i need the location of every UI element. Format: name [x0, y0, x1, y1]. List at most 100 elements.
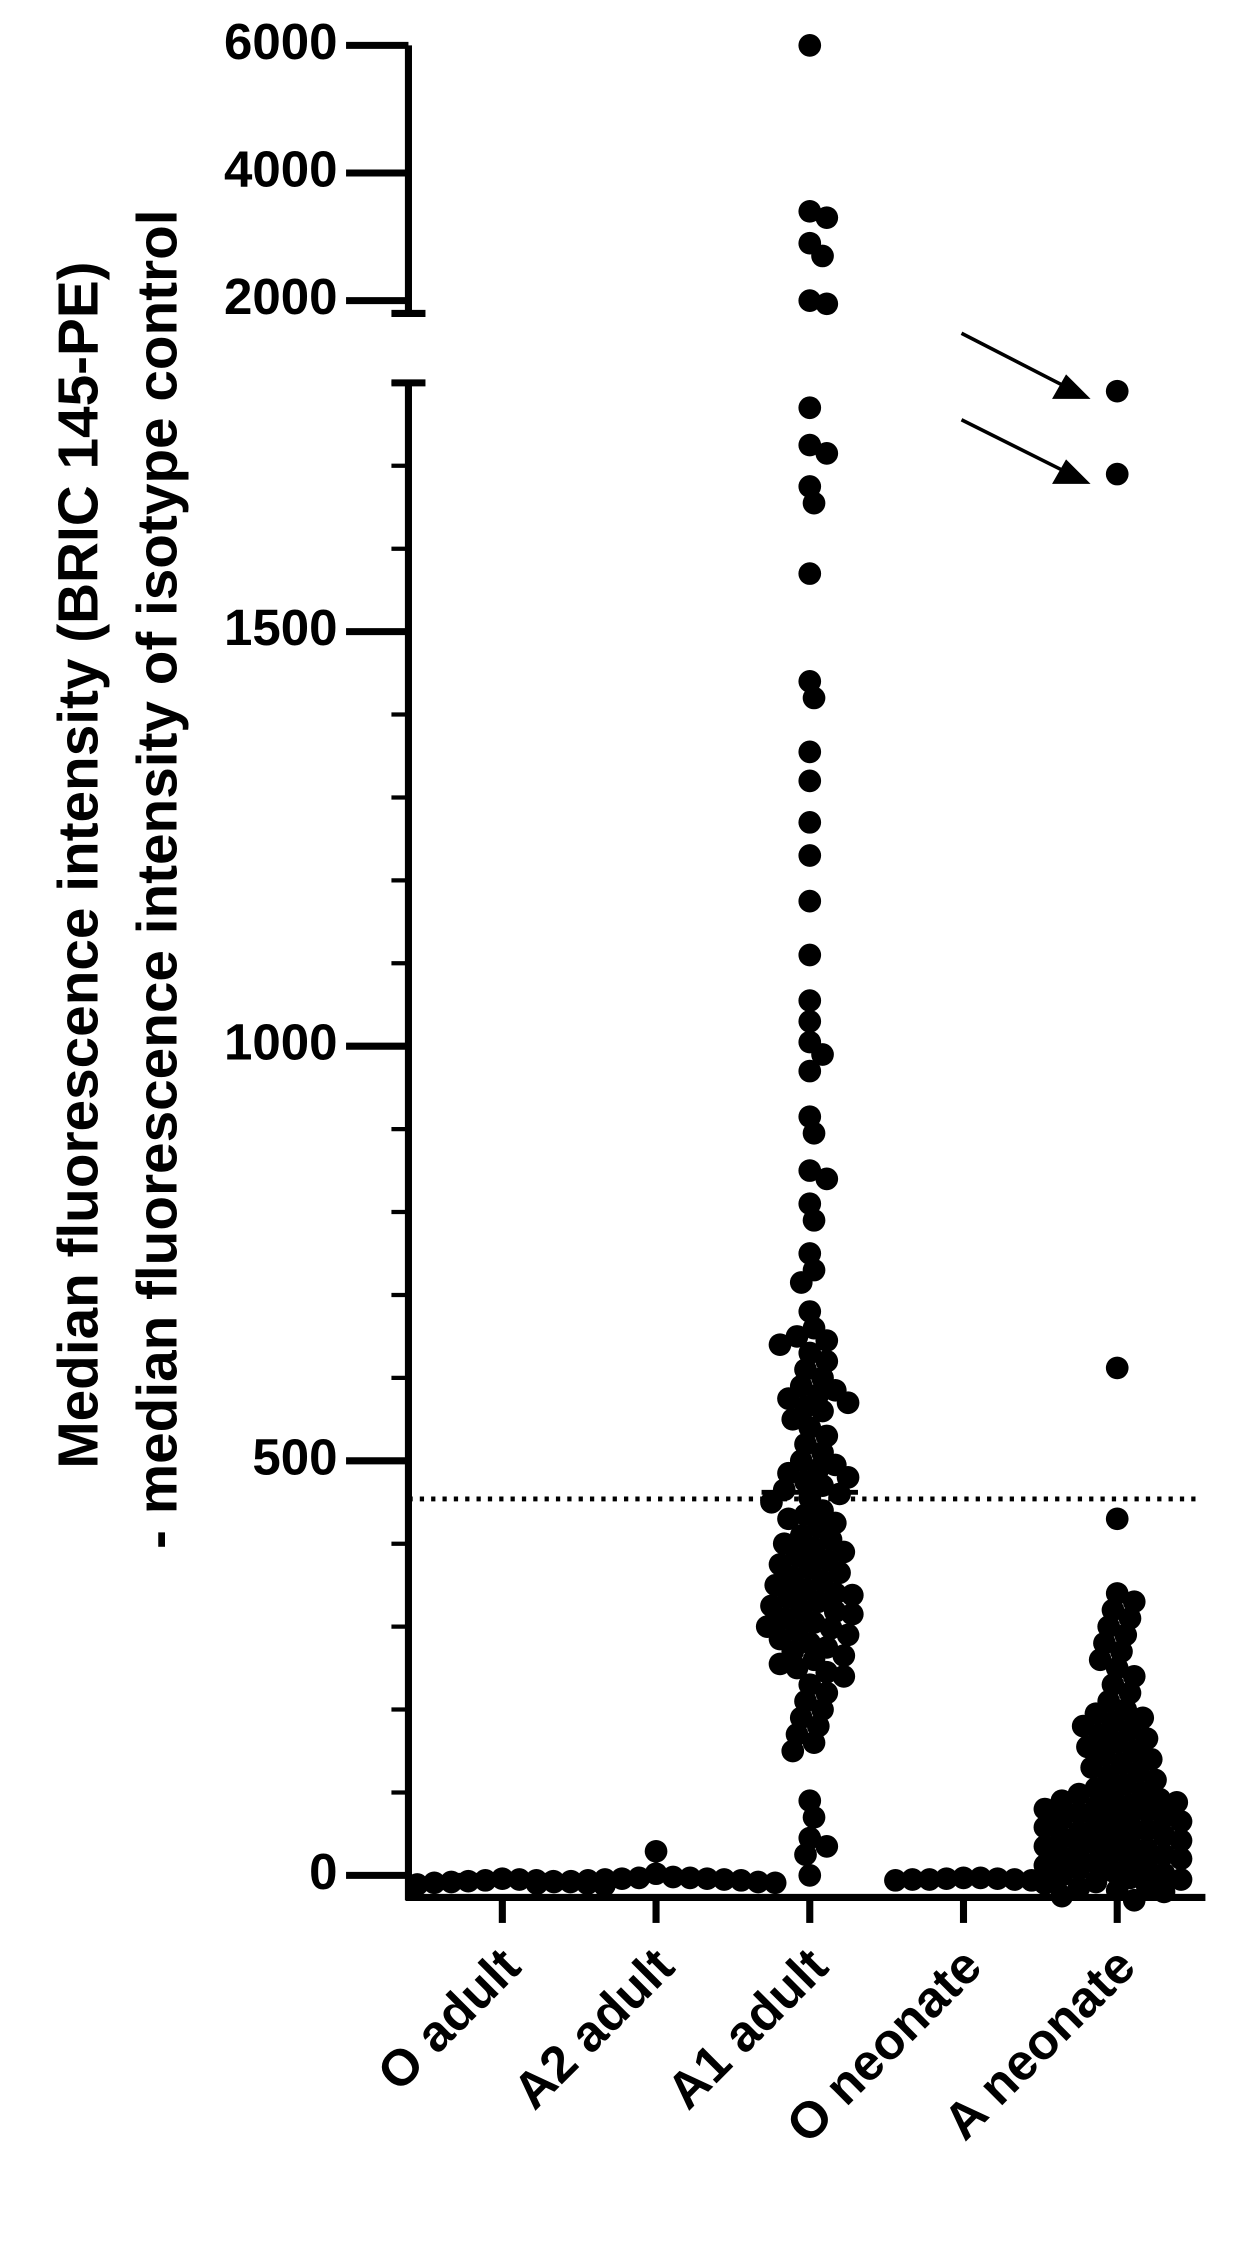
data-point	[798, 740, 822, 764]
data-point	[802, 1805, 826, 1829]
data-point	[781, 1407, 805, 1431]
data-point	[798, 769, 822, 793]
data-point	[811, 244, 834, 268]
data-point	[1118, 1793, 1142, 1817]
data-point	[798, 889, 822, 913]
y-tick-label: 6000	[224, 13, 338, 70]
data-point	[1169, 1847, 1193, 1871]
data-point	[1084, 1870, 1108, 1894]
data-point	[1105, 379, 1129, 403]
arrows	[960, 331, 1091, 484]
data-point	[832, 1665, 856, 1688]
data-point	[840, 1583, 864, 1607]
data-point	[1105, 1507, 1129, 1531]
data-point	[969, 1866, 992, 1890]
data-point	[1105, 462, 1129, 486]
data-point	[1084, 1776, 1108, 1800]
data-point	[422, 1871, 446, 1895]
data-point	[405, 1873, 429, 1896]
data-point	[1067, 1857, 1091, 1881]
data-point	[802, 1121, 826, 1145]
y-tick-label: 1000	[224, 1014, 338, 1071]
data-point	[746, 1870, 770, 1894]
data-point	[798, 1059, 822, 1083]
data-point	[1084, 1851, 1108, 1875]
data-point	[802, 1611, 826, 1634]
data-point	[798, 34, 822, 57]
data-point	[1033, 1872, 1057, 1896]
data-point	[1033, 1854, 1057, 1877]
data-point	[1169, 1829, 1193, 1852]
data-point	[828, 1561, 851, 1585]
data-point	[802, 1208, 826, 1232]
data-point	[1105, 1356, 1129, 1380]
data-point	[1071, 1714, 1095, 1738]
data-point	[1105, 1878, 1129, 1902]
data-point	[777, 1387, 800, 1410]
data-point	[794, 1843, 817, 1866]
data-point	[806, 1590, 830, 1614]
data-point	[811, 1043, 834, 1066]
data-point	[798, 396, 822, 420]
data-point	[798, 1159, 822, 1182]
data-point	[798, 989, 822, 1012]
data-point	[1169, 1810, 1193, 1833]
data-point	[763, 1871, 787, 1895]
data-point	[1067, 1839, 1091, 1862]
data-point	[1152, 1843, 1176, 1866]
data-point	[1101, 1840, 1125, 1864]
data-point	[802, 491, 826, 515]
data-point	[1033, 1797, 1057, 1821]
data-point	[1135, 1855, 1159, 1879]
data-point	[815, 1329, 839, 1352]
data-point	[798, 1864, 822, 1887]
data-point	[836, 1391, 860, 1415]
arrow-head	[1052, 374, 1091, 399]
arrow	[960, 331, 1065, 388]
data-point	[815, 1835, 839, 1858]
data-point	[815, 1167, 839, 1191]
data-point	[1118, 1830, 1142, 1854]
data-point	[1152, 1880, 1176, 1904]
data-point	[836, 1623, 860, 1647]
data-point	[815, 206, 839, 230]
data-point	[823, 1582, 847, 1605]
data-point	[815, 1660, 839, 1684]
y-tick-label: 4000	[224, 140, 338, 197]
data-point	[798, 844, 822, 867]
x-tick-label: A2 adult	[502, 1937, 685, 2120]
data-point	[678, 1866, 702, 1890]
data-point	[1050, 1807, 1074, 1831]
data-point	[798, 810, 822, 834]
data-point	[1118, 1812, 1142, 1836]
data-point	[1165, 1791, 1189, 1814]
data-point	[789, 1271, 813, 1294]
data-point	[1135, 1873, 1159, 1897]
data-point	[760, 1490, 783, 1514]
data-point	[798, 943, 822, 967]
data-point	[1152, 1862, 1176, 1886]
data-point	[768, 1333, 792, 1357]
data-point	[815, 292, 839, 316]
data-point	[1122, 1888, 1146, 1912]
data-point	[1067, 1876, 1091, 1900]
data-point	[832, 1644, 856, 1667]
data-point	[952, 1866, 975, 1890]
data-point	[798, 199, 822, 223]
arrow-head	[1052, 459, 1091, 484]
data-point	[1084, 1814, 1108, 1837]
data-point	[1135, 1837, 1159, 1861]
data-point	[627, 1866, 651, 1890]
data-point	[559, 1869, 583, 1893]
data-point	[1067, 1820, 1091, 1844]
data-point	[712, 1868, 736, 1891]
data-point	[1101, 1822, 1125, 1846]
data-point	[1084, 1832, 1108, 1856]
data-point	[802, 686, 826, 710]
data-point	[1088, 1648, 1112, 1672]
data-point	[1050, 1845, 1074, 1869]
data-point	[542, 1870, 566, 1894]
y-tick-label: 500	[252, 1428, 337, 1485]
data-point	[815, 442, 839, 465]
